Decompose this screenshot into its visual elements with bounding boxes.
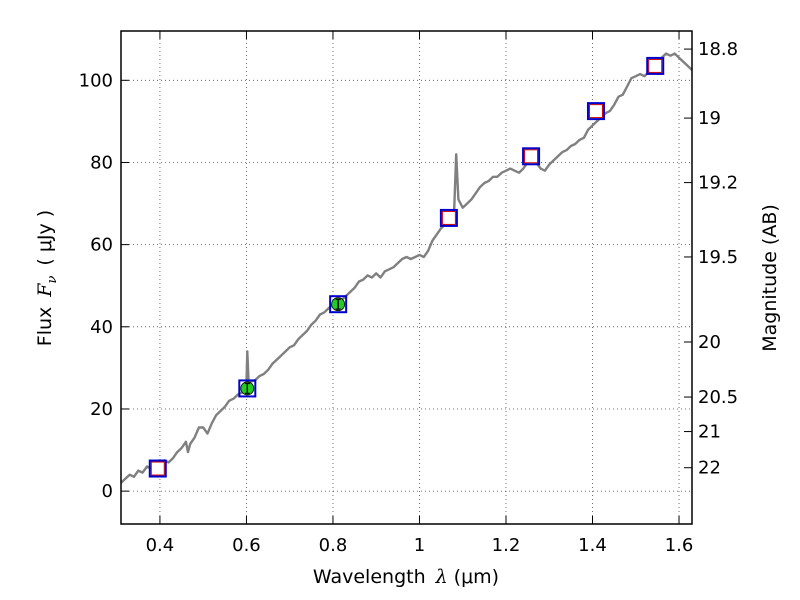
x-tick-label: 1.2 — [492, 535, 521, 556]
photometry-marker — [648, 58, 663, 73]
spectrum-series — [120, 52, 693, 484]
y-axis-label-text: Flux — [34, 307, 56, 347]
x-axis-unit: (μm) — [454, 566, 499, 588]
x-tick-label: 0.6 — [232, 535, 261, 556]
photometry-point — [646, 56, 665, 75]
y-tick-label: 100 — [79, 70, 113, 91]
mag-tick-label: 19.5 — [698, 247, 738, 268]
plot-frame — [120, 30, 693, 525]
ticks: 0.4 0.6 0.8 1 1.2 1.4 1.6 0 20 40 60 80 100 18.8 19 19.… — [79, 31, 738, 556]
x-tick-label: 1 — [414, 535, 425, 556]
y-tick-label: 20 — [90, 399, 113, 420]
model-box — [439, 208, 458, 227]
mag-tick-label: 20.5 — [698, 387, 738, 408]
mag-tick-label: 20 — [698, 332, 721, 353]
model-box — [238, 379, 257, 398]
model-box — [329, 295, 348, 314]
mag-tick-label: 21 — [698, 422, 721, 443]
model-box — [646, 56, 665, 75]
x-axis-symbol: λ — [435, 566, 448, 588]
spectrum-line — [120, 52, 693, 484]
photometry-marker — [588, 104, 603, 119]
photometry-marker — [150, 461, 165, 476]
photometry-point — [522, 147, 541, 166]
y-tick-label: 0 — [102, 481, 113, 502]
photometry-points — [148, 56, 665, 478]
y-tick-label: 40 — [90, 317, 113, 338]
model-box — [522, 147, 541, 166]
x-axis-label: Wavelength λ (μm) — [313, 566, 499, 588]
y-tick-label: 80 — [90, 152, 113, 173]
y-axis-label: Flux Fν ( μJy ) — [34, 210, 60, 346]
model-box — [586, 102, 605, 121]
x-tick-label: 1.4 — [578, 535, 607, 556]
photometry-point — [329, 295, 348, 314]
y2-axis-label: Magnitude (AB) — [759, 204, 781, 352]
mag-tick-label: 22 — [698, 458, 721, 479]
mag-tick-label: 19 — [698, 108, 721, 129]
x-tick-label: 0.8 — [319, 535, 348, 556]
y-axis-symbol: F — [34, 283, 56, 298]
mag-tick-label: 19.2 — [698, 173, 738, 194]
photometry-point — [148, 459, 167, 478]
photometry-marker — [524, 149, 539, 164]
mag-tick-label: 18.8 — [698, 39, 738, 60]
x-tick-label: 0.4 — [146, 535, 175, 556]
photometry-point — [238, 379, 257, 398]
x-axis-label-text: Wavelength — [313, 566, 426, 588]
photometry-point — [586, 102, 605, 121]
y-tick-label: 60 — [90, 235, 113, 256]
photometry-point — [439, 208, 458, 227]
y-axis-subscript: ν — [45, 276, 60, 284]
x-tick-label: 1.6 — [665, 535, 694, 556]
y-axis-unit: ( μJy ) — [34, 210, 56, 266]
model-box — [148, 459, 167, 478]
photometry-marker — [441, 210, 456, 225]
